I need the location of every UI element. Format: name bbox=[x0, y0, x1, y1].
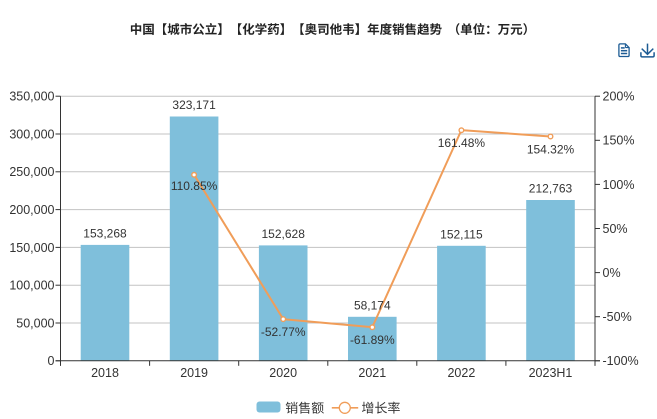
svg-text:2021: 2021 bbox=[358, 366, 386, 380]
svg-text:153,268: 153,268 bbox=[83, 226, 127, 240]
svg-text:152,628: 152,628 bbox=[262, 227, 306, 241]
svg-text:2019: 2019 bbox=[180, 366, 208, 380]
svg-text:350,000: 350,000 bbox=[9, 90, 54, 104]
svg-text:250,000: 250,000 bbox=[9, 165, 54, 179]
svg-text:300,000: 300,000 bbox=[9, 127, 54, 141]
svg-text:110.85%: 110.85% bbox=[171, 179, 218, 193]
svg-text:50,000: 50,000 bbox=[16, 316, 54, 330]
svg-text:-61.89%: -61.89% bbox=[350, 333, 395, 347]
svg-text:212,763: 212,763 bbox=[529, 182, 573, 196]
svg-text:0: 0 bbox=[48, 354, 55, 368]
svg-text:2018: 2018 bbox=[91, 366, 119, 380]
svg-text:100,000: 100,000 bbox=[9, 279, 54, 293]
svg-text:200,000: 200,000 bbox=[9, 203, 54, 217]
svg-text:152,115: 152,115 bbox=[440, 227, 483, 241]
svg-text:50%: 50% bbox=[603, 222, 628, 236]
svg-text:2022: 2022 bbox=[447, 366, 475, 380]
svg-text:58,174: 58,174 bbox=[354, 298, 391, 312]
svg-text:100%: 100% bbox=[603, 178, 635, 192]
svg-text:-50%: -50% bbox=[603, 310, 632, 324]
svg-text:161.48%: 161.48% bbox=[438, 136, 486, 150]
svg-text:0%: 0% bbox=[603, 266, 621, 280]
svg-text:2023H1: 2023H1 bbox=[529, 366, 573, 380]
svg-text:150,000: 150,000 bbox=[9, 241, 54, 255]
svg-text:154.32%: 154.32% bbox=[527, 142, 575, 156]
svg-text:323,171: 323,171 bbox=[172, 98, 216, 112]
svg-text:2020: 2020 bbox=[269, 366, 297, 380]
svg-text:200%: 200% bbox=[603, 90, 635, 104]
svg-text:-100%: -100% bbox=[603, 354, 639, 368]
svg-text:-52.77%: -52.77% bbox=[261, 325, 306, 339]
svg-text:150%: 150% bbox=[603, 134, 635, 148]
